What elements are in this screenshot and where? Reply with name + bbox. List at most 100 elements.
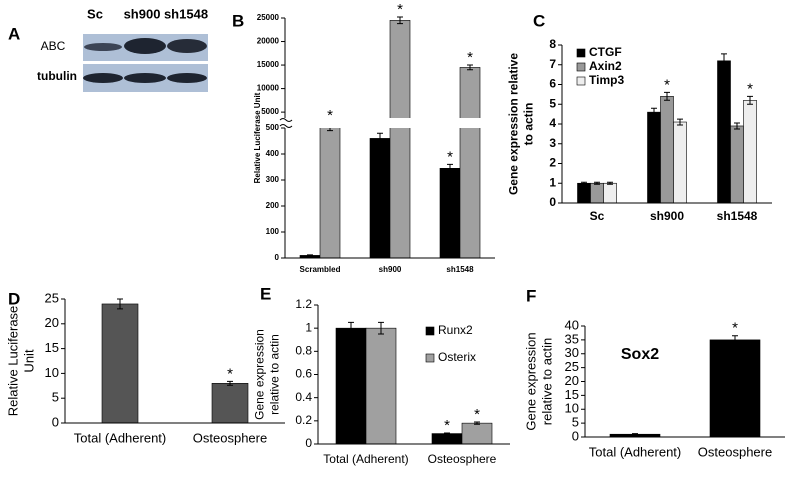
blot-band [167, 39, 207, 53]
chart-title: Sox2 [621, 346, 659, 363]
y-tick-label: 10 [45, 365, 59, 380]
panel-label: C [533, 11, 545, 30]
x-tick-label: sh900 [650, 209, 684, 223]
x-tick-label: Total (Adherent) [323, 452, 408, 466]
y-tick-label: 40 [565, 317, 579, 332]
bar [439, 168, 461, 259]
error-bar [732, 335, 738, 345]
legend-label: Osterix [438, 350, 476, 364]
y-tick-label: 0.4 [295, 390, 312, 404]
y-tick-label: 0.2 [295, 413, 312, 427]
y-tick-label: 10000 [257, 84, 280, 93]
significance-mark: * [227, 365, 233, 382]
x-tick-label: Osteosphere [193, 430, 267, 445]
significance-mark: * [747, 80, 753, 97]
legend-label: Timp3 [589, 73, 624, 87]
significance-mark: * [397, 1, 403, 18]
error-bar [651, 107, 657, 117]
error-bar [447, 163, 453, 173]
error-bar [117, 298, 123, 310]
error-bar [664, 91, 670, 101]
y-tick-label: 3 [549, 136, 556, 150]
y-tick-label: 300 [266, 175, 280, 184]
bar [459, 67, 481, 259]
error-bar [377, 132, 383, 145]
y-tick-label: 500 [266, 123, 280, 132]
error-bar [747, 95, 753, 105]
error-bar [677, 118, 683, 126]
error-bar [397, 16, 403, 25]
bar [709, 339, 761, 438]
y-tick-label: 7 [549, 57, 556, 71]
y-axis-label: Unit [22, 349, 37, 373]
legend-swatch [576, 76, 586, 86]
bar [319, 122, 341, 259]
legend-swatch [425, 353, 435, 363]
y-tick-label: 20000 [257, 37, 280, 46]
significance-mark: * [664, 76, 670, 93]
y-tick-label: 100 [266, 227, 280, 236]
significance-mark: * [444, 417, 450, 434]
bar [577, 182, 591, 204]
y-tick-label: 1 [549, 175, 556, 189]
significance-mark: * [447, 148, 453, 165]
y-tick-label: 5000 [261, 107, 279, 116]
blot-band [124, 73, 166, 83]
error-bar [734, 122, 740, 130]
axis-break-mark [279, 118, 293, 128]
bar [369, 138, 391, 259]
x-tick-label: Total (Adherent) [589, 444, 682, 459]
y-axis-label: relative to actin [540, 338, 555, 425]
significance-mark: * [732, 320, 738, 337]
y-tick-label: 20 [565, 373, 579, 388]
y-tick-label: 200 [266, 201, 280, 210]
significance-mark: * [474, 406, 480, 423]
bar [603, 182, 617, 204]
y-axis-label: relative to actin [268, 334, 282, 415]
y-axis-label: Gene expression [253, 329, 267, 420]
y-tick-label: 5 [52, 390, 59, 405]
bar [389, 20, 411, 259]
lane-label: Sc [87, 6, 103, 21]
y-tick-label: 4 [549, 116, 556, 130]
legend-swatch [576, 62, 586, 72]
bar [730, 125, 744, 204]
y-tick-label: 25 [565, 359, 579, 374]
panel-label: B [232, 11, 244, 30]
bar [211, 383, 249, 424]
y-axis-label: to actin [522, 103, 536, 146]
legend-swatch [576, 48, 586, 58]
x-tick-label: Osteosphere [428, 452, 497, 466]
x-tick-label: sh1548 [446, 265, 474, 274]
bar [660, 96, 674, 204]
bar [335, 327, 367, 445]
y-tick-label: 0 [549, 195, 556, 209]
y-tick-label: 5 [549, 96, 556, 110]
panel-label: D [8, 289, 20, 308]
blot-band [83, 73, 123, 83]
lane-label: sh900 [124, 6, 161, 21]
legend-label: Axin2 [589, 59, 622, 73]
y-tick-label: 15 [45, 340, 59, 355]
error-bar [721, 53, 727, 69]
y-tick-label: 20 [45, 315, 59, 330]
y-tick-label: 25000 [257, 13, 280, 22]
significance-mark: * [327, 107, 333, 124]
bar [717, 60, 731, 204]
bar [461, 422, 493, 445]
y-tick-label: 0.6 [295, 367, 312, 381]
y-tick-label: 2 [549, 156, 556, 170]
x-tick-label: Sc [590, 209, 605, 223]
blot-band [84, 43, 122, 51]
y-tick-label: 30 [565, 345, 579, 360]
legend-label: CTGF [589, 45, 622, 59]
error-bar [581, 181, 587, 185]
x-tick-label: Total (Adherent) [74, 430, 167, 445]
y-tick-label: 0 [305, 436, 312, 450]
y-axis-label: Gene expression [523, 332, 538, 430]
legend-label: Runx2 [438, 323, 473, 337]
bar [431, 433, 463, 445]
row-label: tubulin [37, 69, 77, 83]
row-label: ABC [41, 39, 66, 53]
